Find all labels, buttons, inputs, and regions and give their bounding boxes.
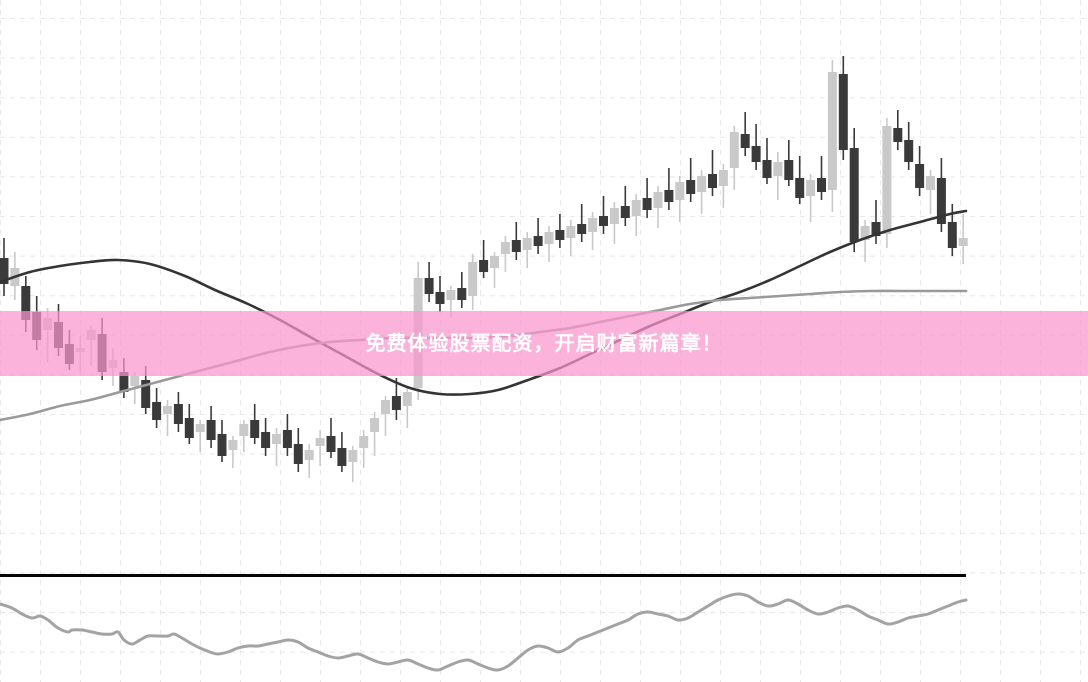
candlestick-series — [0, 56, 968, 482]
indicator-series — [0, 592, 968, 672]
promo-headline: 免费体验股票配资，开启财富新篇章！ — [365, 332, 723, 355]
promo-banner: 免费体验股票配资，开启财富新篇章！ — [0, 311, 1088, 376]
panel-separator — [0, 574, 966, 577]
